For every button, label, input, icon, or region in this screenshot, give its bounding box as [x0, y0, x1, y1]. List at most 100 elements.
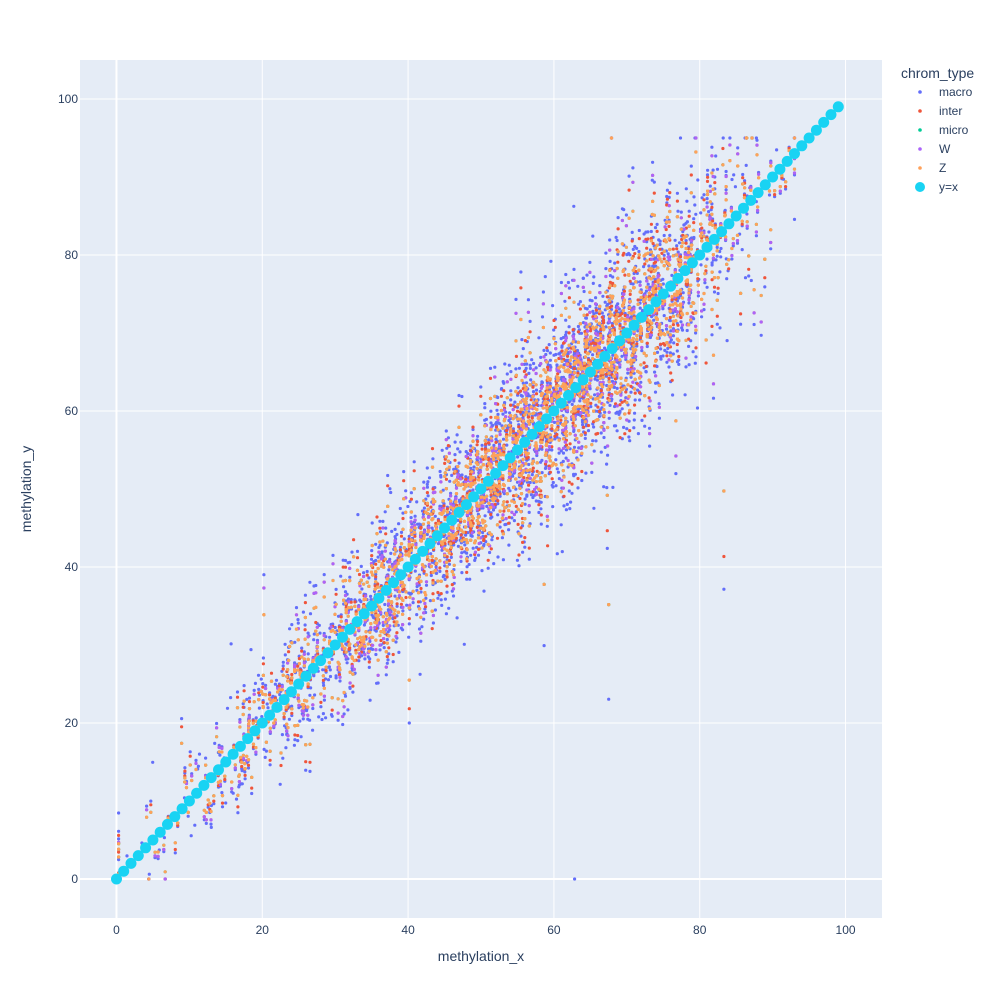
data-point — [687, 214, 691, 218]
data-point — [773, 193, 777, 197]
data-point — [318, 631, 322, 635]
data-point — [409, 491, 413, 495]
data-point — [385, 637, 389, 642]
data-point — [247, 700, 252, 704]
data-point — [607, 376, 611, 380]
data-point — [572, 429, 576, 433]
data-point — [675, 191, 680, 195]
data-point — [117, 850, 121, 854]
data-point — [465, 565, 469, 569]
data-point — [334, 674, 338, 678]
data-point — [692, 217, 696, 221]
data-point — [507, 363, 511, 367]
data-point — [496, 499, 500, 503]
data-point — [374, 652, 378, 657]
data-point — [564, 333, 568, 337]
data-point — [476, 553, 481, 557]
data-point — [500, 536, 504, 540]
data-point — [404, 549, 408, 553]
data-point — [528, 363, 532, 367]
data-point — [550, 448, 554, 452]
data-point — [409, 497, 413, 501]
data-point — [197, 752, 202, 756]
data-point — [308, 760, 312, 764]
data-point — [724, 188, 728, 192]
data-point — [173, 847, 177, 852]
data-point — [476, 439, 480, 444]
data-point — [324, 668, 328, 673]
data-point — [235, 695, 240, 699]
data-point — [692, 221, 696, 225]
data-point — [705, 173, 710, 177]
data-point — [288, 627, 292, 631]
data-point — [330, 708, 334, 712]
data-point — [576, 330, 581, 334]
data-point — [422, 506, 426, 510]
data-point — [383, 510, 387, 514]
data-point — [683, 393, 687, 397]
data-point — [250, 786, 254, 790]
data-point — [268, 758, 272, 762]
data-point — [689, 173, 693, 177]
data-point — [597, 414, 602, 418]
data-point — [379, 638, 383, 643]
data-point — [209, 825, 213, 830]
data-point — [489, 512, 493, 517]
data-point — [357, 572, 362, 577]
data-point — [362, 623, 366, 627]
data-point — [507, 515, 511, 519]
data-point — [484, 447, 488, 451]
data-point — [668, 181, 672, 185]
data-point — [605, 462, 609, 466]
data-point — [591, 439, 595, 443]
data-point — [308, 693, 312, 697]
data-point — [629, 390, 633, 394]
data-point — [436, 519, 440, 523]
data-point — [473, 558, 477, 563]
data-point — [261, 656, 265, 660]
data-point — [525, 493, 529, 497]
data-point — [663, 348, 667, 352]
data-point — [429, 505, 433, 509]
data-point — [707, 210, 711, 214]
data-point — [494, 425, 499, 429]
data-point — [507, 528, 511, 532]
data-point — [553, 325, 557, 329]
data-point — [458, 450, 462, 454]
data-point — [484, 442, 488, 446]
data-point — [149, 799, 153, 803]
data-point — [612, 424, 617, 428]
data-point — [386, 608, 390, 612]
data-point — [622, 425, 626, 429]
data-point — [469, 444, 473, 448]
data-point — [566, 280, 571, 285]
data-point — [605, 529, 609, 533]
data-point — [576, 412, 581, 416]
data-point — [516, 522, 520, 527]
data-point — [235, 690, 240, 694]
data-point — [312, 584, 316, 588]
data-point — [481, 530, 485, 535]
data-point — [324, 716, 328, 720]
data-point — [555, 552, 559, 556]
data-point — [425, 485, 429, 489]
data-point — [676, 323, 680, 327]
data-point — [747, 267, 751, 271]
data-point — [496, 412, 500, 416]
data-point — [630, 230, 634, 234]
data-point — [608, 274, 613, 278]
data-point — [633, 252, 637, 256]
data-point — [589, 329, 593, 333]
data-point — [675, 342, 679, 347]
data-point — [212, 802, 216, 806]
data-point — [585, 307, 589, 311]
data-point — [713, 181, 717, 185]
data-point — [668, 319, 672, 323]
data-point — [567, 286, 572, 290]
data-point — [445, 590, 449, 594]
data-point — [564, 448, 569, 452]
data-point — [493, 365, 497, 369]
data-point — [306, 717, 310, 721]
data-point — [637, 228, 641, 233]
data-point — [730, 257, 734, 261]
